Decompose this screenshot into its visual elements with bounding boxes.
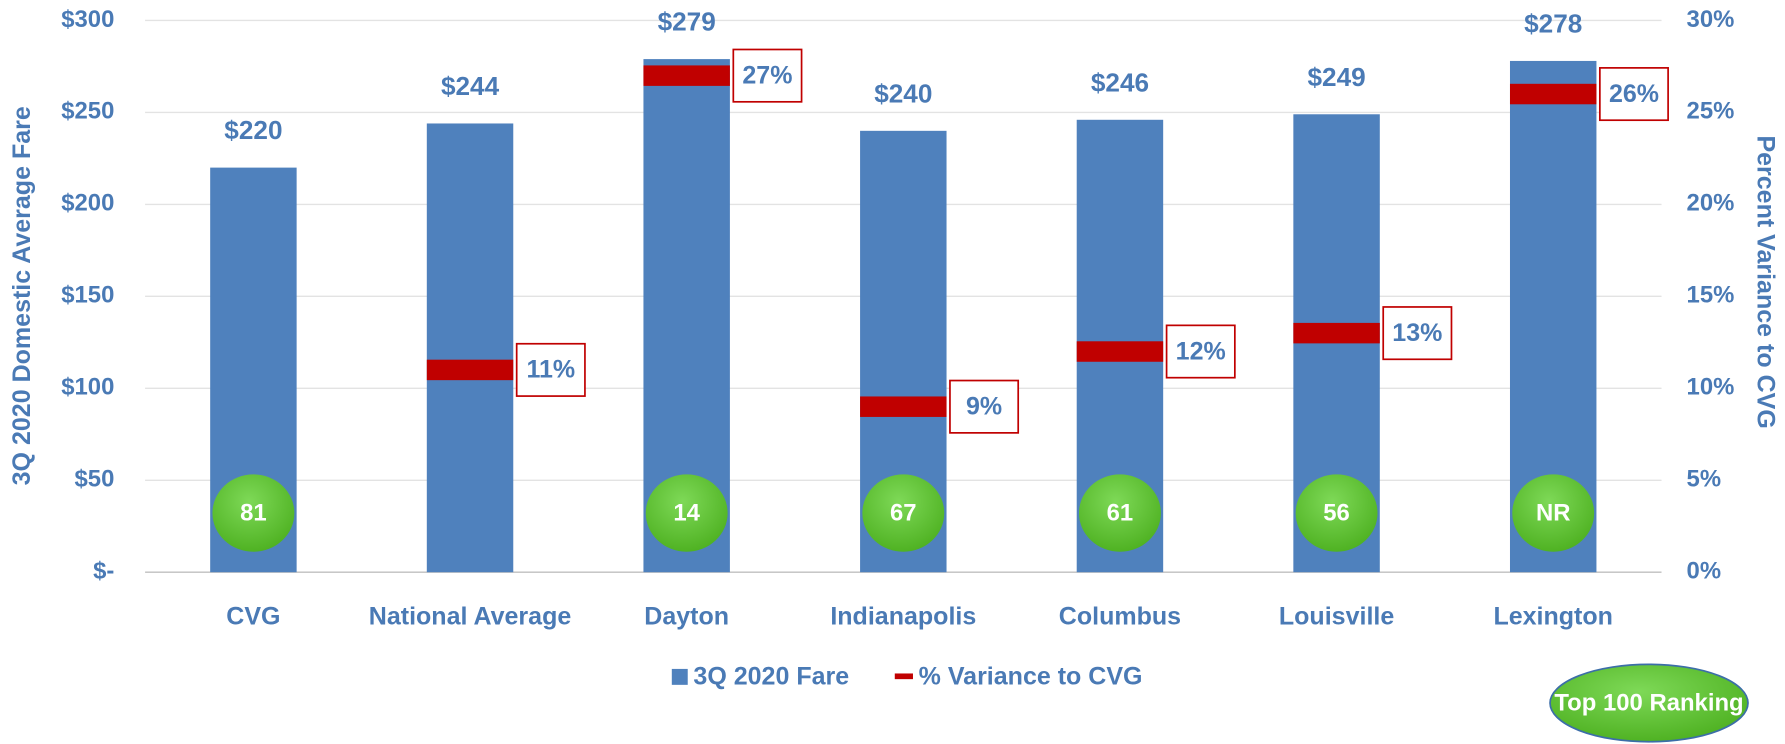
ranking-badge (212, 474, 295, 552)
variance-label: 12% (1176, 337, 1226, 365)
variance-label-box (1598, 67, 1669, 122)
ranking-label: 14 (673, 500, 700, 527)
variance-label-box (732, 48, 803, 103)
variance-label-box (515, 342, 586, 397)
variance-label-box (1165, 324, 1236, 379)
y2-tick-label: 0% (1687, 558, 1722, 585)
bar-value-label: $278 (1524, 9, 1582, 39)
variance-label-box (949, 379, 1020, 434)
x-tick-label: Indianapolis (830, 602, 976, 630)
variance-marker (426, 359, 514, 381)
y-tick-label: $300 (61, 6, 114, 33)
ranking-legend-label: Top 100 Ranking (1554, 689, 1743, 716)
variance-label: 26% (1609, 80, 1659, 108)
ranking-label: 56 (1323, 500, 1350, 527)
variance-marker (1293, 322, 1380, 344)
y-tick-label: $200 (61, 190, 114, 217)
variance-marker (1076, 341, 1164, 362)
ranking-badge (645, 474, 728, 552)
bar-value-label: $240 (874, 78, 932, 108)
ranking-label: 67 (890, 500, 917, 527)
bar-value-label: $244 (441, 71, 500, 101)
ranking-label: 61 (1107, 500, 1134, 527)
y2-tick-label: 20% (1687, 190, 1735, 217)
x-tick-label: Dayton (644, 602, 729, 630)
variance-label: 11% (526, 356, 575, 384)
bar-value-label: $279 (658, 7, 716, 37)
variance-marker (643, 65, 730, 86)
bar (426, 123, 514, 573)
y-tick-label: $50 (75, 466, 115, 493)
y-tick-label: $250 (61, 98, 114, 125)
y2-tick-label: 30% (1687, 6, 1735, 33)
ranking-badge (1078, 474, 1161, 552)
variance-label: 27% (742, 61, 792, 89)
legend-label: 3Q 2020 Fare (693, 663, 849, 691)
ranking-badge (862, 474, 945, 552)
x-tick-label: Lexington (1493, 602, 1613, 630)
variance-label-box (1382, 306, 1453, 361)
variance-marker (1509, 83, 1597, 105)
x-tick-label: Columbus (1059, 602, 1181, 630)
variance-label: 13% (1392, 319, 1442, 347)
x-tick-label: CVG (226, 602, 280, 630)
ranking-label: NR (1536, 500, 1570, 527)
ranking-badge (1295, 474, 1378, 552)
y-axis-title: 3Q 2020 Domestic Average Fare (8, 106, 36, 485)
variance-marker (860, 396, 947, 417)
y2-tick-label: 10% (1687, 374, 1735, 401)
variance-label: 9% (966, 392, 1002, 420)
y2-tick-label: 25% (1687, 98, 1735, 125)
legend-label: % Variance to CVG (919, 663, 1143, 691)
ranking-legend-badge (1549, 663, 1749, 743)
bar-value-label: $220 (224, 115, 282, 145)
bar-value-label: $249 (1307, 62, 1365, 92)
ranking-badge (1512, 474, 1595, 552)
y-tick-label: $150 (61, 282, 114, 309)
legend-swatch (671, 668, 688, 685)
y-tick-label: $100 (61, 374, 114, 401)
legend-swatch (894, 673, 913, 680)
bar-value-label: $246 (1091, 67, 1149, 97)
y2-axis-title: Percent Variance to CVG (1751, 135, 1779, 428)
y-tick-label: $- (93, 558, 114, 585)
ranking-label: 81 (240, 500, 267, 527)
x-tick-label: Louisville (1279, 602, 1394, 630)
x-tick-label: National Average (369, 602, 572, 630)
y2-tick-label: 5% (1687, 466, 1722, 493)
y2-tick-label: 15% (1687, 282, 1735, 309)
